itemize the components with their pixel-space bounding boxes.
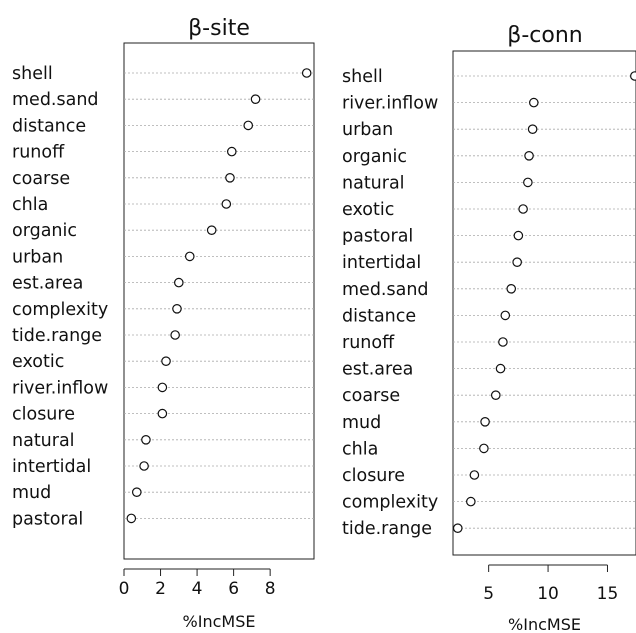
panel-title: β-conn — [507, 23, 582, 48]
data-point — [244, 121, 252, 129]
data-point — [470, 471, 478, 479]
data-point — [524, 178, 532, 186]
category-label: tide.range — [342, 519, 432, 539]
category-label: tide.range — [12, 326, 102, 346]
data-point — [173, 305, 181, 313]
category-label: urban — [342, 120, 393, 140]
data-point — [142, 436, 150, 444]
category-label: organic — [342, 147, 407, 167]
category-label: distance — [12, 116, 86, 136]
category-label: pastoral — [12, 509, 83, 529]
data-point — [501, 311, 509, 319]
category-label: closure — [342, 466, 405, 486]
category-label: closure — [12, 405, 75, 425]
data-point — [519, 205, 527, 213]
data-point — [525, 152, 533, 160]
x-tick-label: 8 — [265, 579, 276, 599]
data-point — [133, 488, 141, 496]
category-label: shell — [342, 67, 383, 87]
category-label: chla — [342, 439, 378, 459]
category-label: exotic — [12, 352, 64, 372]
category-label: shell — [12, 64, 53, 84]
data-point — [514, 231, 522, 239]
category-label: organic — [12, 221, 77, 241]
plot-frame — [124, 43, 314, 559]
data-point — [302, 69, 310, 77]
category-label: med.sand — [342, 280, 429, 300]
category-label: natural — [342, 173, 405, 193]
data-point — [492, 391, 500, 399]
data-point — [631, 72, 636, 80]
data-point — [186, 252, 194, 260]
data-point — [207, 226, 215, 234]
data-point — [158, 383, 166, 391]
category-label: exotic — [342, 200, 394, 220]
x-tick-label: 10 — [537, 584, 559, 604]
data-point — [480, 444, 488, 452]
data-point — [127, 514, 135, 522]
data-point — [507, 285, 515, 293]
category-label: intertidal — [12, 457, 91, 477]
data-point — [454, 524, 462, 532]
x-tick-label: 2 — [155, 579, 166, 599]
category-label: river.inflow — [12, 378, 108, 398]
data-point — [496, 364, 504, 372]
category-label: urban — [12, 247, 63, 267]
category-label: complexity — [12, 300, 108, 320]
category-label: natural — [12, 431, 75, 451]
x-tick-label: 6 — [228, 579, 239, 599]
data-point — [162, 357, 170, 365]
data-point — [513, 258, 521, 266]
category-label: coarse — [342, 386, 400, 406]
data-point — [226, 174, 234, 182]
category-label: distance — [342, 306, 416, 326]
data-point — [175, 278, 183, 286]
x-tick-label: 0 — [119, 579, 130, 599]
data-point — [528, 125, 536, 133]
data-point — [222, 200, 230, 208]
category-label: coarse — [12, 169, 70, 189]
data-point — [228, 147, 236, 155]
data-point — [171, 331, 179, 339]
category-label: med.sand — [12, 90, 99, 110]
panel-title: β-site — [188, 16, 250, 41]
data-point — [481, 418, 489, 426]
category-label: intertidal — [342, 253, 421, 273]
x-tick-label: 4 — [192, 579, 203, 599]
category-label: pastoral — [342, 227, 413, 247]
x-axis-label: %IncMSE — [183, 612, 256, 631]
data-point — [140, 462, 148, 470]
category-label: est.area — [12, 274, 83, 294]
category-label: runoff — [12, 143, 65, 163]
category-label: chla — [12, 195, 48, 215]
plot-frame — [453, 51, 636, 555]
category-label: river.inflow — [342, 94, 438, 114]
data-point — [158, 409, 166, 417]
x-tick-label: 15 — [597, 584, 619, 604]
data-point — [530, 98, 538, 106]
data-point — [467, 497, 475, 505]
category-label: runoff — [342, 333, 395, 353]
category-label: mud — [342, 413, 381, 433]
category-label: est.area — [342, 360, 413, 380]
data-point — [251, 95, 259, 103]
x-tick-label: 5 — [483, 584, 494, 604]
category-label: complexity — [342, 493, 438, 513]
data-point — [499, 338, 507, 346]
category-label: mud — [12, 483, 51, 503]
x-axis-label: %IncMSE — [508, 615, 581, 633]
